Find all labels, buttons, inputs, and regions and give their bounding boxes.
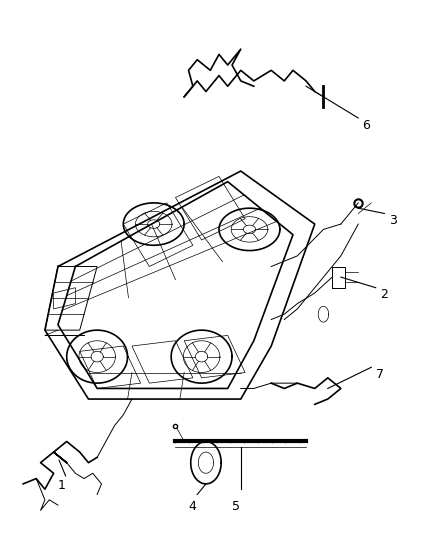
Text: 1: 1 [58, 479, 66, 492]
Text: 5: 5 [232, 500, 240, 513]
Text: 7: 7 [376, 368, 384, 381]
Text: 2: 2 [380, 288, 388, 301]
Text: 6: 6 [363, 119, 371, 132]
Text: 4: 4 [188, 500, 196, 513]
Text: 3: 3 [389, 214, 397, 227]
